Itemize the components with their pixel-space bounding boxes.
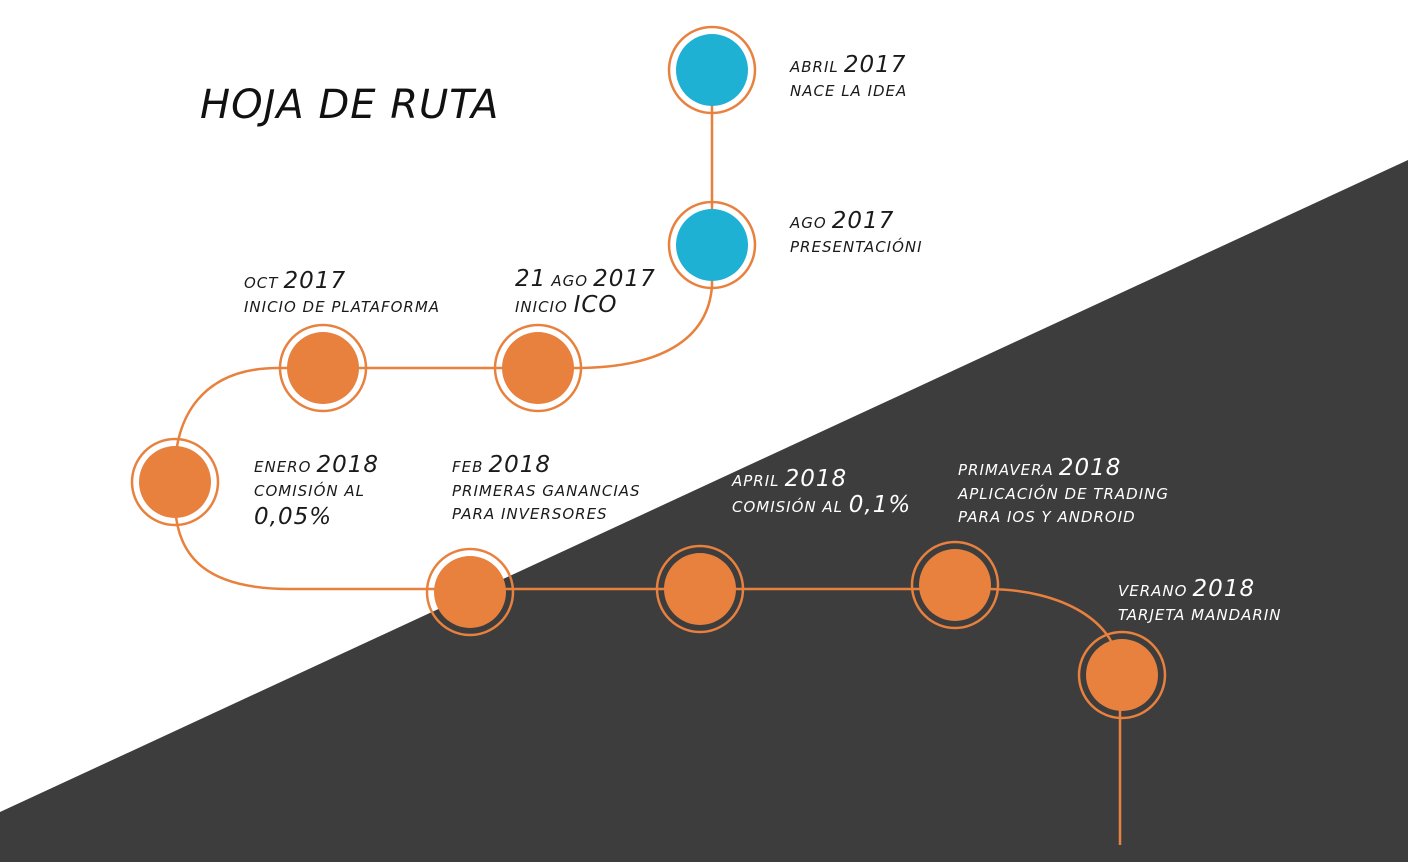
milestone-node-enero-2018 bbox=[139, 446, 211, 518]
milestone-node-ago-2017 bbox=[676, 209, 748, 281]
milestone-ring-april-2018 bbox=[655, 544, 745, 634]
milestone-node-abril-2017 bbox=[676, 34, 748, 106]
milestone-node-21-ago-2017 bbox=[502, 332, 574, 404]
milestone-label-april-2018: APRIL 2018 COMISIÓN AL 0,1% bbox=[732, 466, 912, 518]
milestone-label-ago-2017: AGO 2017 PRESENTACIÓNI bbox=[790, 208, 923, 256]
milestone-ring-verano-2018 bbox=[1077, 630, 1167, 720]
page-title: HOJA DE RUTA bbox=[200, 82, 500, 128]
milestone-node-verano-2018 bbox=[1086, 639, 1158, 711]
milestone-ring-primavera-2018 bbox=[910, 540, 1000, 630]
milestone-node-april-2018 bbox=[664, 553, 736, 625]
milestone-label-oct-2017: OCT 2017 INICIO DE PLATAFORMA bbox=[244, 268, 441, 316]
milestone-ring-abril-2017 bbox=[667, 25, 757, 115]
milestone-label-primavera-2018: PRIMAVERA 2018 APLICACIÓN DE TRADING PAR… bbox=[958, 455, 1169, 526]
milestone-label-feb-2018: FEB 2018 PRIMERAS GANANCIAS PARA INVERSO… bbox=[452, 452, 641, 523]
milestone-node-feb-2018 bbox=[434, 556, 506, 628]
milestone-label-abril-2017: ABRIL 2017 NACE LA IDEA bbox=[790, 52, 908, 100]
milestone-label-verano-2018: VERANO 2018 TARJETA MANDARIN bbox=[1118, 576, 1282, 624]
milestone-label-21-ago-2017: 21 AGO 2017 INICIO ICO bbox=[515, 266, 656, 318]
milestone-ring-enero-2018 bbox=[130, 437, 220, 527]
milestone-nodes bbox=[130, 25, 1167, 720]
milestone-ring-21-ago-2017 bbox=[493, 323, 583, 413]
milestone-label-enero-2018: ENERO 2018 COMISIÓN AL 0,05% bbox=[254, 452, 380, 530]
milestone-ring-feb-2018 bbox=[425, 547, 515, 637]
milestone-node-oct-2017 bbox=[287, 332, 359, 404]
milestone-node-primavera-2018 bbox=[919, 549, 991, 621]
milestone-ring-oct-2017 bbox=[278, 323, 368, 413]
milestone-ring-ago-2017 bbox=[667, 200, 757, 290]
dark-diagonal-band bbox=[0, 160, 1408, 862]
